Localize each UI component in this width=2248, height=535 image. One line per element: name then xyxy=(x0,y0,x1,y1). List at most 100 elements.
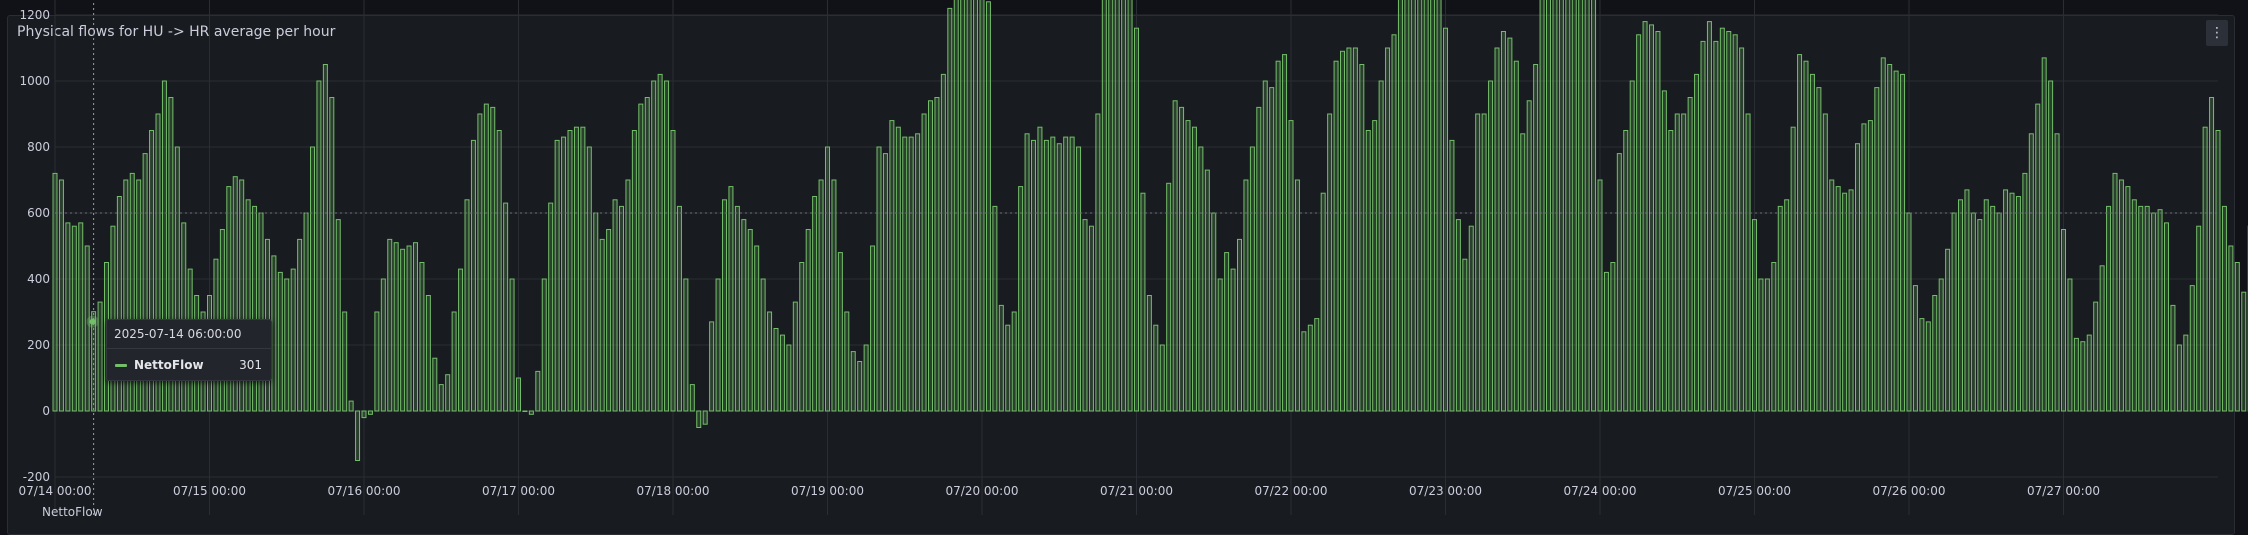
y-tick-label: 200 xyxy=(27,338,50,352)
bar xyxy=(1217,278,1223,412)
y-tick-label: 600 xyxy=(27,206,50,220)
bar xyxy=(1018,186,1024,412)
bar xyxy=(1584,0,1590,412)
bar xyxy=(355,410,361,461)
bar xyxy=(1983,199,1989,412)
bar xyxy=(1649,24,1654,412)
panel-title: Physical flows for HU -> HR average per … xyxy=(17,24,336,40)
bar xyxy=(1050,136,1056,412)
bar xyxy=(1198,146,1204,412)
bar xyxy=(928,100,933,412)
bar xyxy=(335,219,341,412)
bar xyxy=(1526,100,1532,412)
bar xyxy=(1127,0,1133,412)
bar xyxy=(998,304,1004,412)
bar xyxy=(1500,31,1506,412)
tooltip-divider xyxy=(107,348,271,349)
bar xyxy=(78,222,84,412)
bar xyxy=(638,103,644,412)
bar xyxy=(586,146,592,412)
bar xyxy=(985,1,991,412)
bar xyxy=(940,73,946,412)
bar xyxy=(2080,341,2086,412)
bar xyxy=(2151,212,2157,412)
bar xyxy=(490,106,496,412)
tooltip-series-value: 301 xyxy=(239,358,262,372)
bar xyxy=(657,73,663,412)
bar xyxy=(496,130,502,412)
x-tick-label: 07/15 00:00 xyxy=(173,484,246,498)
bar xyxy=(1784,199,1790,412)
panel-menu-button[interactable]: ⋮ xyxy=(2206,20,2228,46)
bar xyxy=(161,80,167,412)
bar xyxy=(406,245,412,412)
bar xyxy=(2176,344,2182,412)
bar xyxy=(2125,186,2131,412)
bar xyxy=(2028,133,2034,412)
bar xyxy=(1713,40,1719,412)
bar xyxy=(1269,87,1275,412)
bar xyxy=(1146,295,1152,412)
bar xyxy=(1262,80,1268,412)
bar xyxy=(1056,143,1062,412)
bar xyxy=(1629,80,1635,412)
bar xyxy=(1443,27,1448,412)
bar xyxy=(110,225,116,412)
bar xyxy=(2118,179,2124,412)
bar xyxy=(1867,120,1873,412)
y-tick-label: 400 xyxy=(27,272,50,286)
bar xyxy=(696,410,702,428)
bar xyxy=(1043,139,1049,412)
bar xyxy=(1623,130,1629,412)
bar xyxy=(606,229,612,412)
bar xyxy=(1925,321,1931,412)
bar xyxy=(1166,182,1172,412)
bar xyxy=(535,370,541,412)
x-tick-label: 07/27 00:00 xyxy=(2027,484,2100,498)
bar xyxy=(297,238,303,412)
bar xyxy=(1385,47,1391,412)
x-tick-label: 07/26 00:00 xyxy=(1873,484,1946,498)
bar xyxy=(1140,192,1146,412)
bar xyxy=(2099,265,2105,412)
y-tick-label: 1000 xyxy=(19,74,50,88)
bar xyxy=(1546,0,1551,412)
bar xyxy=(1900,73,1906,412)
bar xyxy=(374,311,380,412)
bar xyxy=(779,334,785,412)
bar xyxy=(966,0,972,412)
bar xyxy=(1507,37,1513,412)
bar xyxy=(1372,120,1378,412)
x-tick-label: 07/24 00:00 xyxy=(1564,484,1637,498)
bar xyxy=(380,278,386,412)
bar xyxy=(1076,146,1082,412)
bar xyxy=(683,278,689,412)
bar xyxy=(181,222,187,412)
bar xyxy=(676,205,682,412)
bar xyxy=(1475,113,1481,412)
bar xyxy=(2015,196,2021,412)
bar xyxy=(1616,153,1622,412)
bar xyxy=(116,196,122,412)
legend-item[interactable]: NettoFlow xyxy=(42,505,103,519)
bar xyxy=(934,97,940,412)
bar xyxy=(2202,126,2208,412)
bar xyxy=(2228,245,2234,412)
bar xyxy=(1256,106,1262,412)
bar xyxy=(303,212,309,412)
bar xyxy=(548,202,554,412)
bar xyxy=(1211,212,1217,412)
bar xyxy=(2189,285,2195,412)
bar xyxy=(2067,278,2073,412)
bar xyxy=(1578,0,1584,412)
bar xyxy=(786,344,792,412)
bar xyxy=(573,126,579,412)
bar xyxy=(1340,50,1345,412)
bar xyxy=(1101,0,1107,412)
bar xyxy=(1887,64,1893,412)
bar xyxy=(1861,123,1867,412)
tooltip-timestamp: 2025-07-14 06:00:00 xyxy=(114,327,242,341)
bar xyxy=(1423,0,1429,412)
bar xyxy=(483,103,489,412)
x-tick-label: 07/16 00:00 xyxy=(328,484,401,498)
